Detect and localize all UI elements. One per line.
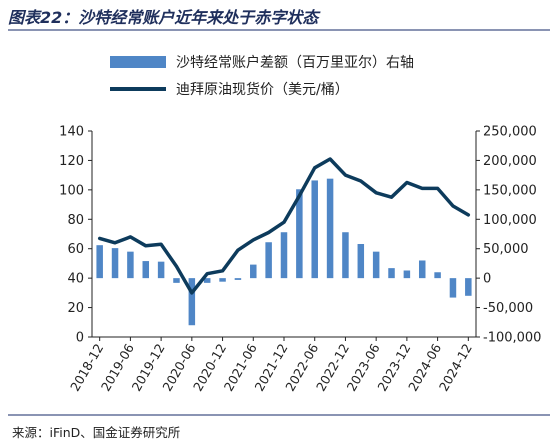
legend-bar-swatch bbox=[110, 56, 166, 68]
source-divider bbox=[8, 414, 550, 416]
left-tick-label: 40 bbox=[67, 272, 84, 287]
source-note: 来源：iFinD、国金证券研究所 bbox=[12, 425, 181, 440]
bar-mark bbox=[311, 180, 318, 279]
right-tick-label: 200,000 bbox=[483, 154, 537, 169]
bar-mark bbox=[157, 261, 165, 279]
bar-mark bbox=[418, 260, 426, 279]
bar-mark bbox=[188, 278, 196, 326]
right-tick-label: 0 bbox=[483, 272, 491, 287]
left-tick-label: 100 bbox=[59, 183, 84, 198]
bar-mark bbox=[357, 244, 365, 279]
title-divider bbox=[8, 29, 550, 31]
left-tick-label: 120 bbox=[59, 154, 84, 169]
bar-mark bbox=[203, 278, 211, 283]
bar-mark bbox=[127, 251, 134, 279]
bar-mark bbox=[250, 264, 257, 279]
right-tick-label: 250,000 bbox=[483, 125, 537, 140]
right-tick-label: -100,000 bbox=[483, 331, 541, 346]
bar-mark bbox=[388, 268, 395, 279]
bar-mark bbox=[342, 232, 349, 279]
bar-mark bbox=[265, 242, 272, 279]
bar-mark bbox=[449, 278, 457, 298]
chart-title: 图表22：沙特经常账户近年来处于赤字状态 bbox=[8, 8, 319, 27]
legend-item-bar: 沙特经常账户差额（百万里亚尔）右轴 bbox=[110, 52, 414, 72]
bar-mark bbox=[173, 278, 180, 283]
bar-mark bbox=[434, 272, 441, 279]
legend-line-swatch bbox=[110, 87, 166, 91]
bar-mark bbox=[142, 261, 150, 279]
right-tick-label: 150,000 bbox=[483, 183, 537, 198]
left-tick-label: 80 bbox=[67, 213, 84, 228]
bar-mark bbox=[280, 232, 288, 279]
bar-mark bbox=[403, 270, 411, 279]
right-tick-label: 50,000 bbox=[483, 242, 529, 257]
right-tick-label: 100,000 bbox=[483, 213, 537, 228]
bar-mark bbox=[326, 178, 334, 279]
bar-mark bbox=[296, 189, 303, 279]
left-tick-label: 20 bbox=[67, 301, 84, 316]
price-line bbox=[97, 157, 471, 295]
bar-mark bbox=[372, 251, 380, 279]
right-tick-label: -50,000 bbox=[483, 301, 533, 316]
legend-item-line: 迪拜原油现货价（美元/桶） bbox=[110, 79, 349, 99]
legend-bar-label: 沙特经常账户差额（百万里亚尔）右轴 bbox=[176, 55, 414, 71]
bar-mark bbox=[219, 278, 226, 282]
bar-mark bbox=[111, 248, 119, 279]
legend-line-label: 迪拜原油现货价（美元/桶） bbox=[176, 82, 349, 98]
left-tick-label: 0 bbox=[76, 331, 84, 346]
left-tick-label: 60 bbox=[67, 242, 84, 257]
bar-mark bbox=[96, 245, 103, 279]
bar-mark bbox=[234, 278, 242, 280]
bar-mark bbox=[465, 278, 472, 296]
left-tick-label: 140 bbox=[59, 125, 84, 140]
